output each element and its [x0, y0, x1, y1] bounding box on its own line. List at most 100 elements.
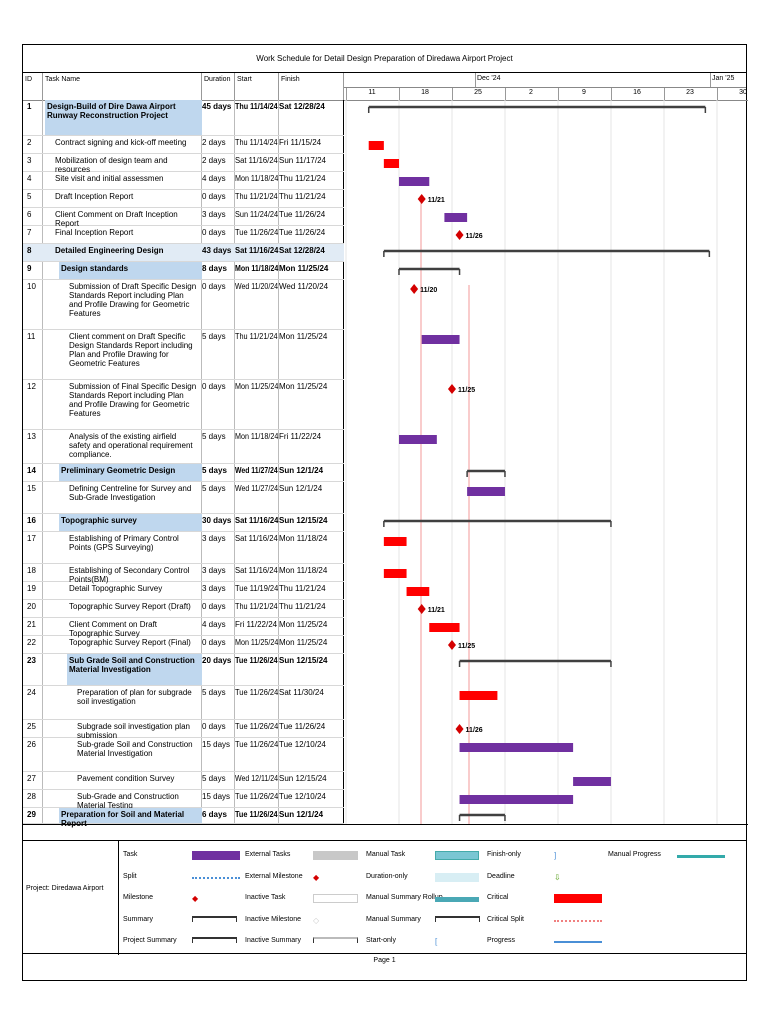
task-finish: Sat 12/28/24	[279, 246, 325, 255]
task-finish: Tue 12/10/24	[279, 792, 326, 801]
table-row[interactable]: 15 Defining Centreline for Survey and Sub…	[23, 482, 344, 514]
table-row[interactable]: 28 Sub-Grade and Construction Material Te…	[23, 790, 344, 810]
critical-task-bar	[383, 537, 407, 546]
task-id: 6	[27, 210, 32, 219]
table-row[interactable]: 12 Submission of Final Specific Design St…	[23, 380, 344, 430]
legend-symbol-finish-only: ]	[554, 851, 557, 860]
task-start: Wed 11/20/24	[235, 282, 279, 291]
table-row[interactable]: 6 Client Comment on Draft Inception Repor…	[23, 208, 344, 228]
task-id: 5	[27, 192, 32, 201]
task-id: 8	[27, 246, 32, 255]
task-bar	[459, 743, 574, 752]
milestone-date-label: 11/26	[466, 727, 483, 734]
table-row[interactable]: 8 Detailed Engineering Design 43 days Sat 1…	[23, 244, 344, 262]
table-row[interactable]: 16 Topographic survey 30 days Sat 11/16/24 S…	[23, 514, 344, 532]
task-id: 10	[27, 282, 36, 291]
task-id: 13	[27, 432, 36, 441]
table-row[interactable]: 14 Preliminary Geometric Design 5 days Wed …	[23, 464, 344, 482]
legend-label: Project Summary	[123, 937, 177, 944]
task-finish: Thu 11/21/24	[279, 602, 326, 611]
table-row[interactable]: 26 Sub-grade Soil and Construction Materi…	[23, 738, 344, 772]
table-row[interactable]: 29 Preparation for Soil and Material Repo…	[23, 808, 344, 828]
legend-label: Manual Summary Rollup	[366, 894, 443, 901]
task-finish: Sun 12/15/24	[279, 516, 328, 525]
table-row[interactable]: 20 Topographic Survey Report (Draft) 0 day…	[23, 600, 344, 618]
table-row[interactable]: 7 Final Inception Report 0 days Tue 11/26/2…	[23, 226, 344, 244]
task-duration: 8 days	[202, 264, 227, 273]
table-row[interactable]: 21 Client Comment on Draft Topographic Su…	[23, 618, 344, 638]
header-finish[interactable]: Finish	[279, 73, 344, 100]
table-row[interactable]: 11 Client comment on Draft Specific Desig…	[23, 330, 344, 380]
page-title: Work Schedule for Detail Design Preparat…	[23, 45, 746, 73]
task-duration: 15 days	[202, 740, 231, 749]
legend-label: Summary	[123, 915, 153, 923]
legend-label: Task	[123, 851, 138, 858]
table-row[interactable]: 17 Establishing of Primary Control Points…	[23, 532, 344, 564]
table-row[interactable]: 2 Contract signing and kick-off meeting 2 …	[23, 136, 344, 154]
task-finish: Sun 12/1/24	[279, 810, 324, 819]
task-id: 27	[27, 774, 36, 783]
table-row[interactable]: 3 Mobilization of design team and resourc…	[23, 154, 344, 174]
table-row[interactable]: 27 Pavement condition Survey 5 days Wed 12/…	[23, 772, 344, 790]
task-bar	[459, 795, 574, 804]
timescale-day: 25	[474, 89, 482, 96]
legend-label: Finish-only	[487, 851, 521, 858]
timescale-day: 16	[633, 89, 641, 96]
header-id[interactable]: ID	[23, 73, 43, 100]
table-row[interactable]: 18 Establishing of Secondary Control Poin…	[23, 564, 344, 584]
task-duration: 0 days	[202, 282, 226, 291]
task-id: 28	[27, 792, 36, 801]
table-row[interactable]: 23 Sub Grade Soil and Construction Materi…	[23, 654, 344, 686]
task-start: Sat 11/16/24	[235, 516, 279, 525]
table-row[interactable]: 19 Detail Topographic Survey 3 days Tue 11/…	[23, 582, 344, 600]
table-row[interactable]: 5 Draft Inception Report 0 days Thu 11/21/2…	[23, 190, 344, 208]
legend-label: Split	[123, 872, 137, 880]
task-name: Topographic survey	[61, 516, 137, 525]
header-task-name-label: Task Name	[45, 76, 81, 83]
task-duration: 2 days	[202, 138, 226, 147]
task-name: Submission of Draft Specific Design Stan…	[69, 282, 197, 318]
task-id: 1	[27, 102, 32, 111]
critical-task-bar	[406, 587, 430, 596]
table-row[interactable]: 9 Design standards 8 days Mon 11/18/24 Mon 1…	[23, 262, 344, 280]
task-name: Sub-grade Soil and Construction Material…	[77, 740, 193, 758]
task-duration: 0 days	[202, 382, 226, 391]
task-duration: 20 days	[202, 656, 232, 665]
table-row[interactable]: 25 Subgrade soil investigation plan submi…	[23, 720, 344, 740]
legend-symbol-manual-summary	[435, 915, 480, 922]
task-duration: 3 days	[202, 534, 226, 543]
task-id: 16	[27, 516, 36, 525]
table-row[interactable]: 22 Topographic Survey Report (Final) 0 day…	[23, 636, 344, 654]
table-row[interactable]: 1 Design-Build of Dire Dawa Airport Runwa…	[23, 100, 344, 136]
task-name: Detailed Engineering Design	[55, 246, 164, 255]
task-duration: 43 days	[202, 246, 232, 255]
task-start: Mon 11/18/24	[235, 432, 279, 441]
critical-task-bar	[383, 569, 407, 578]
header-start[interactable]: Start	[235, 73, 279, 100]
critical-task-bar	[459, 691, 498, 700]
table-row[interactable]: 4 Site visit and initial assessmen 4 days M…	[23, 172, 344, 190]
task-name: Client Comment on Draft Inception Report	[55, 210, 178, 228]
task-finish: Mon 11/25/24	[279, 638, 328, 647]
table-row[interactable]: 13 Analysis of the existing airfield safe…	[23, 430, 344, 464]
header-duration[interactable]: Duration	[202, 73, 235, 100]
header-task-name[interactable]: Task Name	[43, 73, 202, 100]
milestone-marker	[410, 284, 419, 294]
task-bar	[398, 435, 437, 444]
task-bar	[444, 213, 468, 222]
task-finish: Thu 11/21/24	[279, 584, 326, 593]
task-finish: Wed 11/20/24	[279, 282, 329, 291]
table-row[interactable]: 24 Preparation of plan for subgrade soil …	[23, 686, 344, 720]
task-finish: Sun 11/17/24	[279, 156, 327, 165]
legend-symbol-start-only: [	[435, 937, 438, 946]
task-name: Final Inception Report	[55, 228, 134, 237]
task-start: Thu 11/14/24	[235, 102, 278, 111]
task-name: Establishing of Secondary Control Points…	[69, 566, 190, 584]
task-start: Mon 11/25/24	[235, 382, 279, 391]
table-row[interactable]: 10 Submission of Draft Specific Design St…	[23, 280, 344, 330]
task-finish: Sun 12/1/24	[279, 466, 324, 475]
task-id: 12	[27, 382, 36, 391]
legend-label: External Tasks	[245, 851, 291, 858]
task-start: Tue 11/26/24	[235, 228, 279, 237]
critical-task-bar	[383, 159, 399, 168]
